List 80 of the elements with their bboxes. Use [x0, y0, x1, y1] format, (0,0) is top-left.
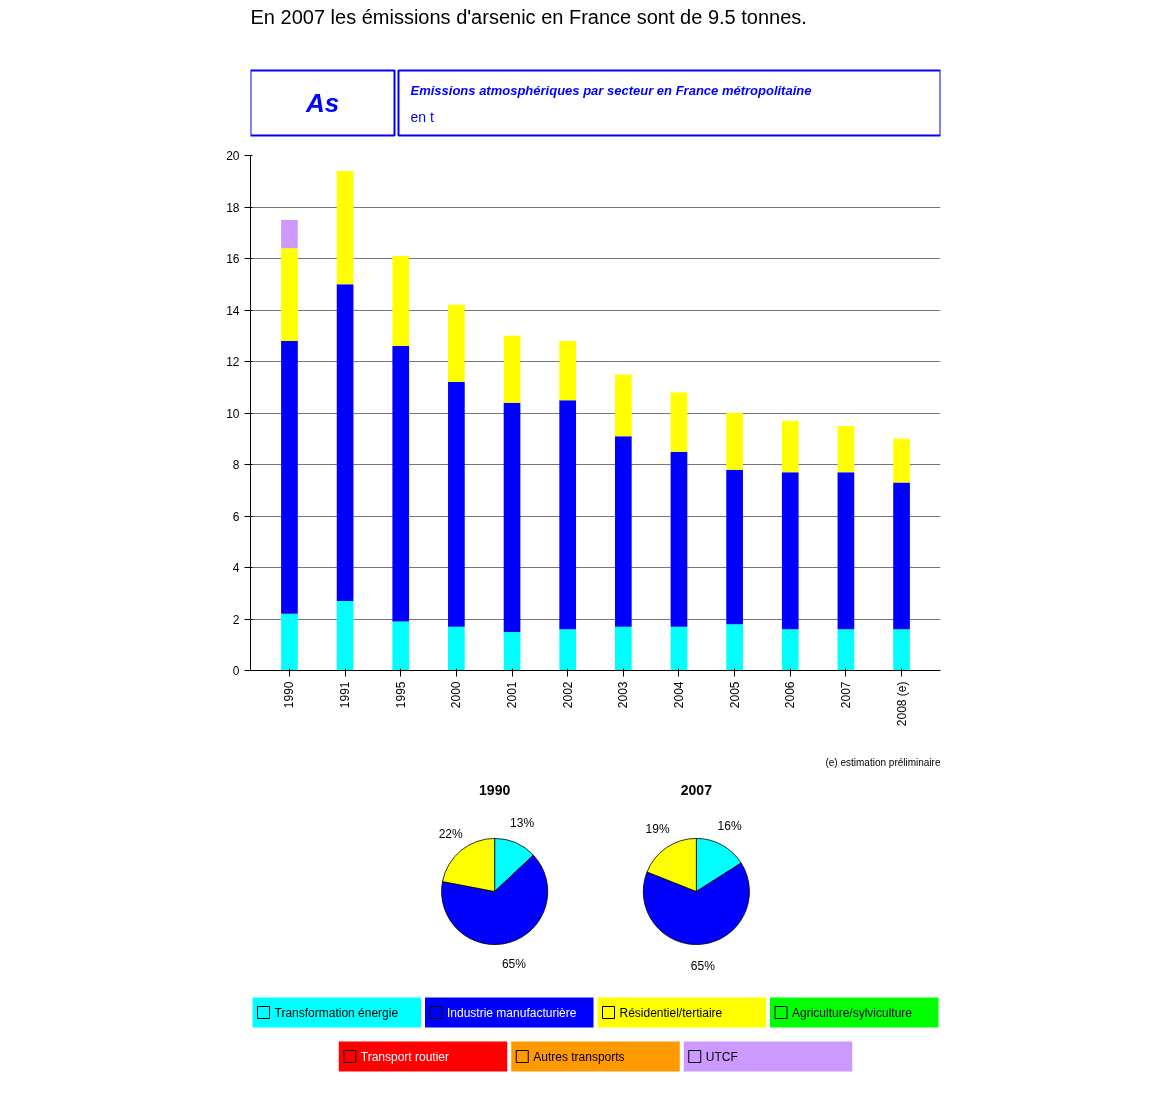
chart-title: As: [304, 87, 340, 118]
data-label: 22%: [438, 826, 464, 841]
bar: [614, 626, 632, 671]
legend-label: Autres transports: [533, 1049, 625, 1064]
bar: [781, 472, 799, 630]
bar: [281, 340, 298, 614]
bar: [281, 219, 298, 249]
y-tick-label: 2: [232, 612, 240, 627]
y-tick-label: 6: [232, 509, 240, 524]
y-tick-label: 8: [232, 458, 240, 472]
y-tick-label: 16: [226, 252, 240, 266]
bar: [281, 248, 298, 341]
x-tick-label: 2005: [727, 681, 742, 709]
legend-label: UTCF: [705, 1049, 738, 1064]
legend-label: Transformation énergie: [274, 1005, 399, 1020]
bar: [837, 629, 855, 671]
y-tick-label: 18: [226, 200, 240, 215]
data-label: 13%: [510, 815, 535, 830]
data-label: 16%: [717, 818, 742, 833]
x-tick-label: 2006: [783, 681, 798, 709]
bar: [448, 304, 465, 383]
bar: [448, 382, 465, 627]
legend-label: Agriculture/sylviculture: [792, 1005, 913, 1020]
legend-label: Industrie manufacturière: [447, 1005, 577, 1020]
bar: [781, 629, 799, 671]
bar: [614, 374, 632, 437]
bar: [281, 613, 298, 671]
bar: [893, 482, 910, 630]
y-tick-label: 4: [232, 561, 240, 575]
legend-label: Résidentiel/tertiaire: [619, 1005, 723, 1020]
bar: [670, 626, 688, 671]
bar: [559, 400, 577, 630]
y-tick-label: 14: [226, 303, 240, 318]
chart-title: 2007: [680, 781, 713, 798]
bar: [837, 472, 855, 630]
bar: [336, 170, 354, 285]
bar: [893, 438, 910, 483]
bar: [503, 631, 521, 671]
y-axis-title: en t: [410, 108, 434, 125]
bar: [559, 340, 577, 401]
bar: [781, 420, 799, 473]
x-tick-label: 2003: [616, 681, 631, 709]
bar: [726, 624, 743, 671]
x-tick-label: 1995: [393, 681, 408, 709]
y-tick-label: 12: [226, 355, 240, 369]
x-tick-label: 2004: [671, 681, 686, 709]
y-tick-label: 20: [226, 149, 240, 163]
bar: [503, 335, 521, 403]
x-tick-label: 2001: [505, 681, 520, 709]
bar: [559, 629, 577, 671]
bar: [392, 346, 410, 622]
text: En 2007 les émissions d'arsenic en France sont de 9.5 tonnes.: [250, 5, 807, 28]
bar: [614, 436, 632, 627]
bar: [392, 255, 410, 347]
data-label: 65%: [501, 956, 527, 971]
x-tick-label: 2008 (e): [894, 681, 909, 727]
y-tick-label: 10: [226, 406, 240, 421]
bar: [893, 629, 910, 671]
x-tick-label: 1990: [282, 681, 297, 709]
data-label: 19%: [645, 822, 670, 837]
data-label: 65%: [690, 959, 716, 974]
x-tick-label: 2002: [560, 681, 575, 709]
y-tick-label: 0: [232, 664, 240, 678]
bar: [448, 626, 465, 671]
bar: [837, 425, 855, 473]
bar: [392, 621, 410, 671]
bar: [336, 600, 354, 671]
x-tick-label: 2007: [838, 681, 853, 709]
bar: [670, 392, 688, 452]
bar: [670, 451, 688, 627]
text: (e) estimation préliminaire: [825, 756, 941, 768]
chart-title: 1990: [479, 781, 511, 798]
x-tick-label: 1991: [338, 681, 353, 709]
x-tick-label: 2000: [449, 681, 464, 709]
chart-subtitle: Emissions atmosphériques par secteur en France métropolitaine: [410, 83, 812, 98]
bar: [336, 284, 354, 601]
bar: [726, 469, 743, 625]
bar: [726, 413, 743, 470]
legend-label: Transport routier: [360, 1049, 450, 1064]
bar: [503, 402, 521, 632]
